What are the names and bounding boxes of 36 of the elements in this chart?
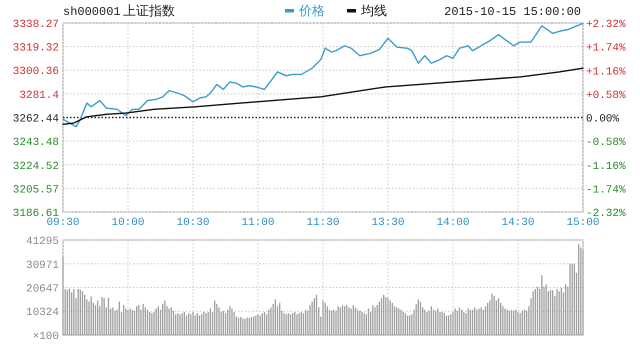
- y-tick-label: 3319.32: [12, 42, 59, 55]
- x-tick-label: 09:30: [46, 217, 80, 229]
- x-tick-label: 11:00: [241, 217, 275, 229]
- y-tick-label: 3224.52: [12, 160, 59, 173]
- x-tick-label: 15:00: [566, 217, 600, 229]
- x-tick-label: 11:30: [306, 217, 340, 229]
- x-tick-label: 13:30: [371, 217, 405, 229]
- y-tick-label: 41295: [26, 236, 59, 248]
- chart-subtitle: sh000001: [63, 5, 121, 19]
- y2-tick-label: -0.58%: [586, 137, 626, 150]
- x-tick-label: 14:30: [501, 217, 535, 229]
- y-tick-label: 3205.57: [12, 184, 59, 196]
- y-tick-label: 3243.48: [12, 137, 59, 150]
- y-tick-label: 3338.27: [12, 19, 59, 31]
- y-tick-label: 3300.36: [12, 66, 59, 78]
- y2-tick-label: +1.74%: [586, 42, 626, 55]
- x-tick-label: 14:00: [436, 217, 470, 229]
- legend-label: 均线: [360, 4, 387, 19]
- y2-tick-label: +1.16%: [586, 66, 626, 78]
- chart-title: 上证指数: [123, 4, 175, 19]
- y2-tick-label: +0.58%: [586, 90, 626, 102]
- y-tick-label: 20647: [26, 284, 59, 296]
- y-tick-label: 3262.44: [12, 114, 60, 126]
- y-tick-label: 30971: [26, 260, 60, 272]
- x-tick-label: 10:00: [111, 217, 145, 229]
- y-tick-label: 3281.4: [19, 90, 60, 102]
- x-tick-label: 10:30: [176, 217, 210, 229]
- y2-tick-label: -1.16%: [586, 160, 626, 173]
- y2-tick-label: 0.00%: [586, 114, 620, 126]
- line-series: [62, 68, 584, 125]
- y2-tick-label: +2.32%: [586, 19, 626, 31]
- y2-tick-label: -1.74%: [586, 184, 626, 196]
- legend-label: 价格: [298, 4, 325, 19]
- text: 2015-10-15 15:00:00: [444, 5, 581, 19]
- y-tick-label: 10324: [26, 307, 60, 320]
- y-axis-title: ×100: [32, 331, 59, 343]
